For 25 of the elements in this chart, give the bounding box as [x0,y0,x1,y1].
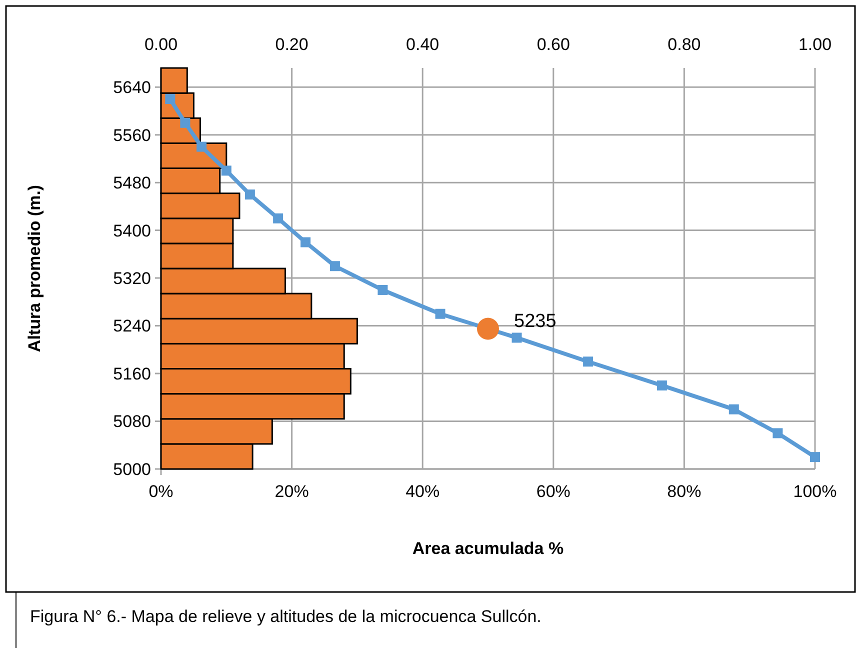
y-tick-label: 5320 [113,269,151,288]
text: Figura N° 6.- Mapa de relieve y altitudes de la microcuenca Sullcón. [30,607,542,626]
x2-tick-label: 0.40 [406,35,440,54]
y-tick-label: 5480 [113,174,151,193]
y-tick-label: 5560 [113,126,151,145]
x2-tick-label: 0.60 [536,35,570,54]
y-tick-label: 5000 [113,460,151,479]
y-tick-label: 5080 [113,412,151,432]
x-tick-label: 0% [148,482,174,501]
x-tick-label: 40% [406,482,440,501]
x2-tick-label: 1.00 [798,35,832,54]
y-tick-label: 5160 [113,364,151,384]
y-tick-label: 5240 [113,316,151,336]
x2-tick-label: 0.00 [144,35,178,54]
x-tick-label: 80% [667,482,702,501]
x-tick-label: 100% [793,482,837,501]
annotation: 5235 [514,310,556,332]
x2-tick-label: 0.20 [275,35,308,54]
x-tick-label: 60% [536,482,570,501]
y-tick-label: 5400 [113,221,151,240]
x-axis-title: Area acumulada % [412,539,564,558]
y-axis-title: Altura promedio (m.) [25,184,44,352]
y-tick-label: 5640 [113,78,151,98]
x2-tick-label: 0.80 [668,35,701,54]
x-tick-label: 20% [274,482,309,501]
